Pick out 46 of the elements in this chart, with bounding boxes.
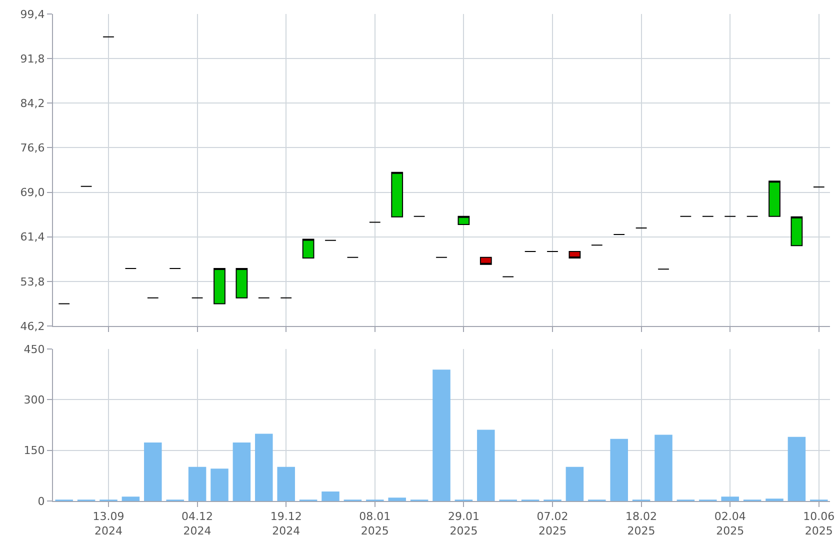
x-tick-label: 18.02 2025 <box>626 510 658 538</box>
candlestick <box>236 268 248 298</box>
bar <box>144 442 162 501</box>
x-tick-label: 10.06 2025 <box>803 510 835 538</box>
bar <box>721 496 739 501</box>
bar <box>566 466 584 501</box>
y-tick-label: 91,8 <box>20 52 45 66</box>
y-tick-label: 61,4 <box>20 230 45 244</box>
bar <box>322 492 340 501</box>
y-tick-label: 300 <box>24 394 45 407</box>
bar <box>477 430 495 501</box>
candlestick <box>391 172 404 218</box>
x-tick-label: 04.12 2024 <box>182 510 214 538</box>
candlestick <box>214 268 226 304</box>
x-tick-label: 19.12 2024 <box>270 510 302 538</box>
bar <box>122 496 140 501</box>
bar <box>188 466 206 501</box>
y-tick-label: 53,8 <box>20 275 45 288</box>
candlestick <box>790 216 803 246</box>
y-tick-label: 76,6 <box>20 142 45 155</box>
x-tick-label: 02.04 2025 <box>714 510 746 538</box>
bar <box>210 468 228 501</box>
y-tick-label: 150 <box>24 444 45 458</box>
bar <box>232 442 251 501</box>
candlestick <box>302 238 314 258</box>
bar <box>277 466 295 501</box>
y-tick-label: 450 <box>24 342 45 356</box>
x-tick-label: 29.01 2025 <box>448 510 480 538</box>
candlestick <box>480 256 492 265</box>
bar <box>432 370 450 501</box>
y-tick-label: 69,0 <box>20 186 45 200</box>
y-tick-label: 46,2 <box>20 320 45 333</box>
bar <box>255 434 273 501</box>
x-tick-label: 07.02 2025 <box>536 510 568 538</box>
bar <box>388 498 406 501</box>
y-tick-label: 84,2 <box>20 96 45 110</box>
y-tick-label: 99,4 <box>20 8 45 21</box>
x-tick-label: 13.09 2024 <box>92 510 124 538</box>
candlestick <box>768 180 780 217</box>
bar <box>654 434 672 501</box>
candlestick <box>458 216 470 226</box>
y-tick-label: 0 <box>38 494 45 508</box>
candlestick <box>568 251 581 258</box>
bar <box>610 438 628 501</box>
bar <box>788 436 806 501</box>
x-tick-label: 08.01 2025 <box>359 510 391 538</box>
